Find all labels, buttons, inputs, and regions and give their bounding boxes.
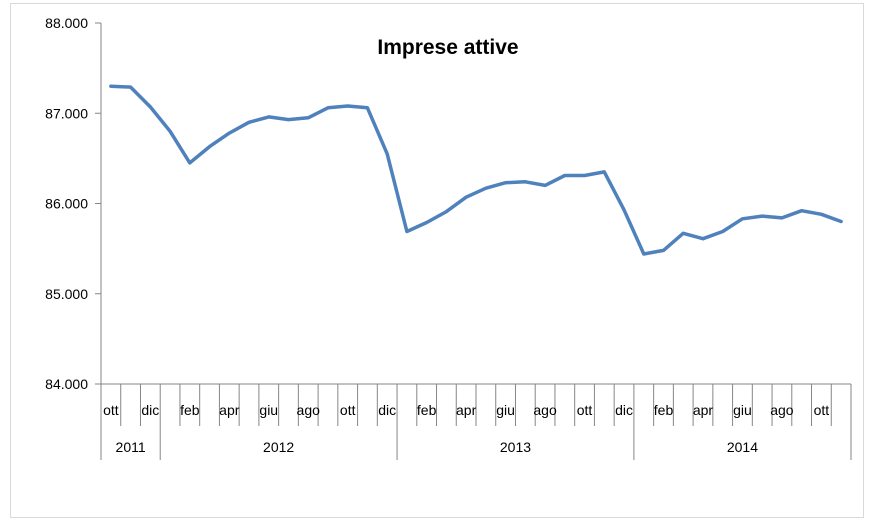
x-axis: ott dic feb apr giu ago ott dic feb apr giu ago ott d… [100, 383, 852, 460]
x-tick-label: ott [814, 402, 830, 418]
chart-frame [10, 3, 864, 518]
x-tick-label: apr [693, 402, 714, 418]
series-line [109, 84, 843, 256]
data-point [721, 229, 725, 233]
x-tick-label: giu [733, 402, 752, 418]
data-point [504, 181, 508, 185]
x-tick-label: ott [577, 402, 593, 418]
data-point [346, 104, 350, 108]
year-label: 2014 [727, 439, 758, 455]
x-tick-label: feb [180, 402, 200, 418]
data-point [365, 106, 369, 110]
x-tick-label: dic [615, 402, 633, 418]
y-tick-label: 86.000 [45, 196, 88, 212]
data-point [760, 214, 764, 218]
data-point [464, 195, 468, 199]
series-layer [109, 84, 843, 256]
data-point [839, 220, 843, 224]
data-point [740, 217, 744, 221]
x-tick-label: ott [340, 402, 356, 418]
x-tick-label: feb [417, 402, 437, 418]
data-point [583, 174, 587, 178]
data-point [306, 116, 310, 120]
data-point [602, 170, 606, 174]
chart-title: Imprese attive [377, 36, 518, 59]
data-point [326, 106, 330, 110]
data-point [523, 180, 527, 184]
data-point [425, 220, 429, 224]
data-point [109, 84, 113, 88]
x-tick-label: giu [259, 402, 278, 418]
data-point [800, 209, 804, 213]
data-point [405, 229, 409, 233]
year-label: 2011 [116, 439, 146, 455]
data-point [287, 118, 290, 122]
x-tick-label: ago [533, 402, 557, 418]
x-tick-label: apr [219, 402, 240, 418]
data-point [563, 174, 567, 178]
y-tick-label: 88.000 [45, 15, 88, 31]
data-point [543, 183, 547, 187]
data-point [267, 115, 271, 119]
data-point [148, 105, 152, 109]
y-tick-label: 87.000 [45, 105, 88, 121]
year-label: 2013 [500, 439, 531, 455]
data-point [227, 131, 231, 135]
x-tick-label: apr [456, 402, 477, 418]
data-point [662, 248, 665, 252]
data-point [247, 120, 251, 124]
data-point [819, 212, 823, 216]
data-point [642, 252, 646, 256]
year-label: 2012 [263, 439, 294, 455]
y-tick-label: 85.000 [45, 286, 88, 302]
data-point [208, 145, 212, 149]
x-tick-label: ago [770, 402, 794, 418]
data-point [701, 237, 705, 241]
data-point [780, 216, 784, 220]
data-point [188, 161, 192, 165]
data-point [444, 210, 448, 214]
y-tick-label: 84.000 [45, 376, 88, 392]
data-point [681, 231, 685, 235]
data-point [129, 85, 133, 89]
x-tick-label: ott [103, 402, 119, 418]
data-point [385, 152, 389, 156]
x-tick-label: feb [654, 402, 674, 418]
x-tick-label: ago [297, 402, 321, 418]
y-axis: 84.000 85.000 86.000 87.000 88.000 [45, 15, 102, 392]
data-point [168, 129, 172, 133]
x-tick-label: dic [378, 402, 396, 418]
x-tick-label: giu [496, 402, 515, 418]
data-point [484, 186, 488, 190]
x-tick-label: dic [141, 402, 159, 418]
data-point [622, 208, 626, 212]
